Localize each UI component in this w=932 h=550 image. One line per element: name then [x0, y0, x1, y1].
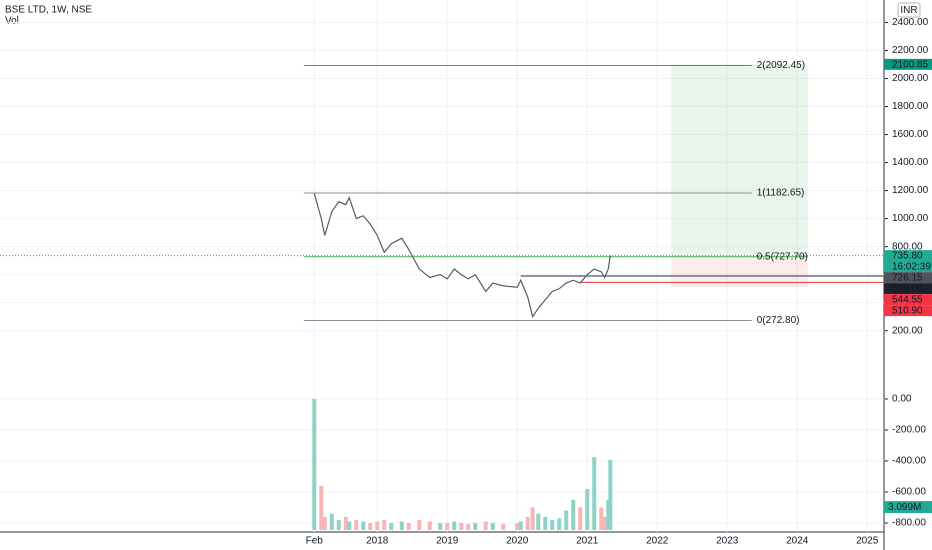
volume-bar: [438, 523, 443, 530]
y-tick-label: 1800.00: [892, 101, 929, 112]
volume-bar: [312, 398, 317, 530]
x-tick-label: 2021: [576, 536, 599, 547]
currency-box[interactable]: [897, 2, 921, 18]
volume-bar: [571, 499, 576, 530]
volume-bar: [466, 523, 471, 530]
price-label: 510.90: [892, 306, 923, 317]
volume-bar: [368, 523, 373, 530]
x-tick-label: 2019: [436, 536, 459, 547]
price-label-box: [884, 294, 932, 306]
symbol-title: BSE LTD, 1W, NSE: [5, 5, 92, 16]
volume-bar: [389, 523, 394, 530]
volume-bar: [319, 485, 324, 530]
volume-bar: [399, 521, 404, 530]
volume-bar: [525, 516, 530, 530]
y-tick-label: 1000.00: [892, 213, 929, 224]
volume-bar: [361, 521, 366, 530]
volume-bar: [427, 521, 432, 530]
x-tick-label: 2018: [366, 536, 389, 547]
volume-bar: [536, 513, 541, 530]
y-tick-label: 1200.00: [892, 185, 929, 196]
volume-bar: [550, 519, 555, 530]
volume-bar: [490, 523, 495, 530]
volume-tick-label: -800.00: [892, 518, 926, 529]
price-label-box: [884, 58, 932, 70]
y-tick-label: 2000.00: [892, 73, 929, 84]
volume-bar: [606, 499, 611, 530]
volume-bar: [375, 521, 380, 530]
volume-bar: [518, 521, 523, 530]
volume-bar: [515, 523, 520, 530]
y-tick-label: 200.00: [892, 325, 923, 336]
y-tick-label: 2400.00: [892, 17, 929, 28]
x-tick-label: 2020: [506, 536, 529, 547]
volume-bar: [557, 518, 562, 530]
price-label: 735.80: [892, 251, 923, 262]
price-label: 2100.85: [892, 59, 929, 70]
x-tick-label: 2022: [646, 536, 669, 547]
volume-bar: [501, 523, 506, 530]
volume-tick-label: -400.00: [892, 456, 926, 467]
x-tick-label: 2023: [716, 536, 739, 547]
volume-tick-label: -600.00: [892, 487, 926, 498]
x-tick-label: Feb: [306, 536, 324, 547]
volume-bar: [473, 523, 478, 530]
volume-bar: [445, 523, 450, 530]
currency[interactable]: INR: [900, 5, 917, 16]
volume-tick-label: 0.00: [892, 394, 912, 405]
countdown: 16:02:39: [892, 261, 931, 272]
volume-bar: [459, 523, 464, 530]
price-label: 590.00: [892, 284, 923, 295]
volume-tick-label: -200.00: [892, 425, 926, 436]
profit-zone: [671, 64, 808, 257]
volume-bar: [406, 523, 411, 530]
price-label: 544.55: [892, 295, 923, 306]
volume-bar: [530, 507, 535, 530]
volume-bar: [592, 457, 597, 530]
fib-label: 0(272.80): [757, 315, 800, 326]
price-label-box: [884, 283, 932, 295]
volume-bar: [543, 516, 548, 530]
volume-bar: [322, 516, 327, 530]
volume-bar: [602, 516, 607, 530]
volume-bar: [585, 488, 590, 530]
volume-bar: [417, 519, 422, 530]
volume-bar: [343, 516, 348, 530]
price-label: 726.15: [892, 273, 923, 284]
y-tick-label: 1600.00: [892, 129, 929, 140]
volume-bar: [354, 519, 359, 530]
volume-label: 3.099M: [888, 502, 921, 513]
volume-bar: [608, 459, 613, 530]
price-label-box: [884, 250, 932, 273]
volume-bar: [382, 519, 387, 530]
volume-label-box: [884, 501, 932, 514]
volume-bar: [329, 513, 334, 530]
volume-bar: [564, 510, 569, 530]
volume-title: Vol: [5, 16, 19, 27]
volume-bar: [347, 521, 352, 530]
x-tick-label: 2024: [786, 536, 809, 547]
volume-bar: [336, 519, 341, 530]
volume-bar: [599, 507, 604, 530]
x-tick-label: 2025: [856, 536, 879, 547]
fib-label: 2(2092.45): [757, 60, 805, 71]
fib-label: 1(1182.65): [757, 188, 805, 199]
fib-label: 0.5(727.70): [757, 251, 808, 262]
y-tick-label: 2200.00: [892, 45, 929, 56]
volume-bar: [452, 521, 457, 530]
volume-bar: [578, 507, 583, 530]
price-label-box: [884, 272, 932, 284]
y-tick-label: 800.00: [892, 241, 923, 252]
volume-bar: [483, 521, 488, 530]
y-tick-label: 1400.00: [892, 157, 929, 168]
price-line: [313, 193, 611, 319]
grid: [0, 0, 884, 532]
price-label-box: [884, 305, 932, 317]
